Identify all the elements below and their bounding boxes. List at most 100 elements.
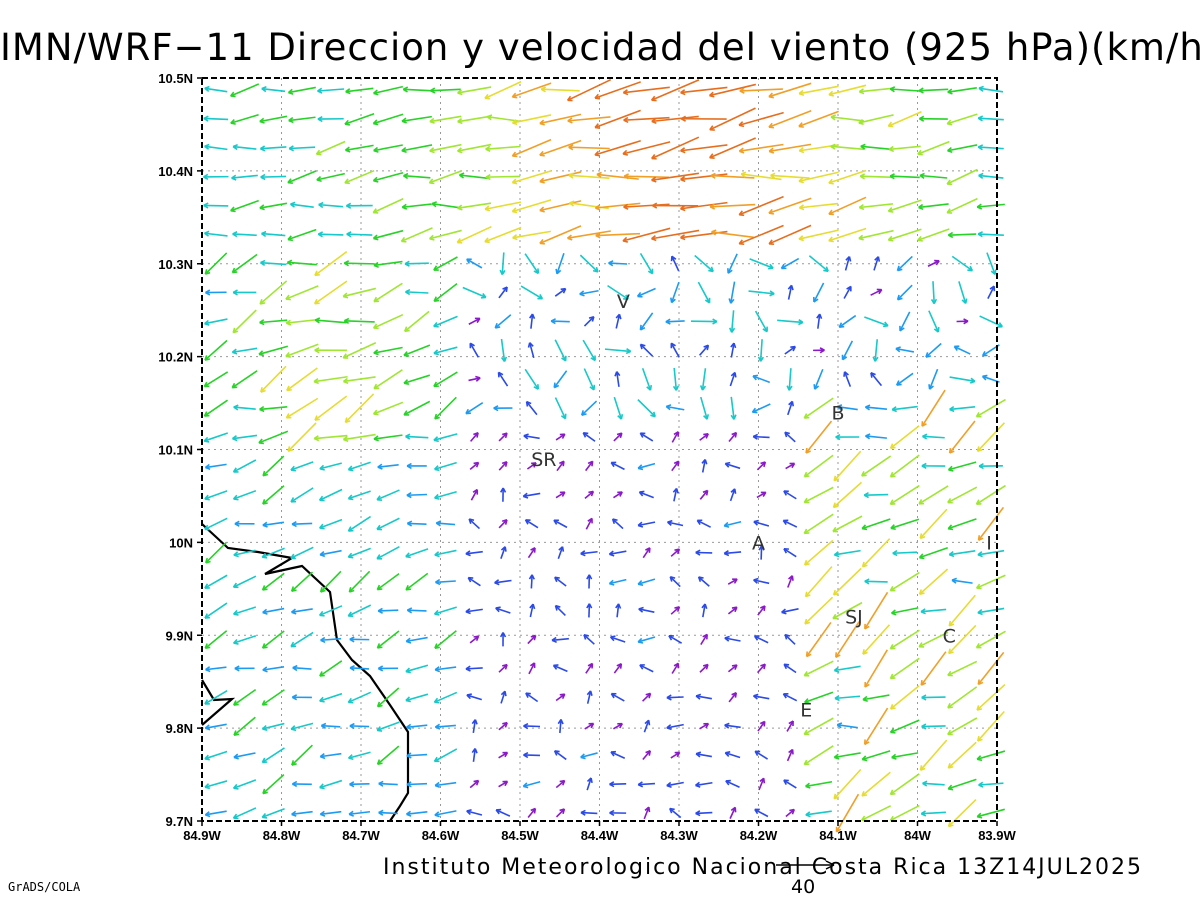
wind-vector [610, 750, 626, 760]
wind-vector [738, 195, 784, 217]
wind-vector [738, 111, 784, 128]
wind-vector [346, 231, 373, 238]
wind-vector [342, 342, 377, 359]
wind-vector [376, 545, 400, 560]
wind-vector [920, 810, 946, 817]
wind-vector [680, 173, 728, 183]
wind-vector [523, 433, 540, 440]
wind-vector [671, 662, 680, 674]
wind-vector [843, 371, 852, 387]
wind-vector [204, 750, 228, 761]
wind-vector [642, 750, 652, 761]
wind-vector [406, 520, 427, 527]
wind-vector [697, 281, 711, 304]
wind-vector [204, 490, 228, 501]
wind-vector [858, 229, 894, 241]
wind-vector [433, 748, 458, 763]
wind-vector [889, 173, 920, 180]
wind-vector [668, 634, 683, 644]
wind-vector [555, 491, 566, 499]
wind-vector [555, 253, 565, 275]
wind-vector [947, 660, 978, 677]
wind-vector [484, 201, 522, 212]
wind-vector [758, 777, 766, 791]
wind-vector [319, 752, 342, 760]
wind-vector [832, 567, 862, 596]
wind-vector [803, 486, 834, 504]
wind-vector [680, 115, 727, 122]
wind-vector [976, 422, 1006, 453]
wind-vector [344, 144, 374, 153]
wind-vector [204, 630, 228, 650]
wind-vector [671, 431, 680, 443]
wind-vector [290, 461, 314, 472]
wind-vector [803, 539, 834, 566]
wind-vector [231, 347, 258, 355]
wind-vector [864, 649, 889, 688]
wind-vector [406, 810, 428, 817]
city-label: A [752, 532, 765, 554]
wind-vector [403, 172, 431, 180]
wind-vector [405, 664, 429, 674]
wind-vector [290, 487, 314, 503]
wind-vector [816, 313, 823, 329]
footer-credit: Instituto Meteorologico Nacional Costa R… [383, 855, 1144, 880]
wind-vector [261, 630, 285, 649]
wind-vector [291, 744, 313, 766]
wind-vector [861, 750, 891, 762]
wind-vector [670, 751, 681, 759]
wind-vector [711, 229, 754, 239]
wind-vector [434, 461, 457, 472]
wind-vector [319, 779, 343, 790]
wind-vector [580, 400, 598, 416]
wind-vector [232, 231, 257, 238]
wind-vector [522, 781, 541, 789]
wind-vector [729, 371, 737, 387]
wind-vector [286, 259, 317, 266]
wind-vector [610, 692, 625, 702]
wind-vector [828, 84, 867, 97]
wind-vector [499, 252, 506, 276]
wind-vector [429, 115, 462, 124]
wind-vector [804, 596, 834, 625]
y-tick-label: 9.8N [166, 721, 193, 736]
wind-vector [622, 141, 671, 156]
wind-vector [469, 431, 479, 442]
wind-vector [232, 309, 257, 334]
wind-vector [233, 549, 256, 558]
wind-vector [287, 422, 317, 452]
wind-vector [494, 314, 512, 329]
wind-vector [889, 425, 920, 450]
wind-vector [204, 252, 228, 275]
wind-vector [582, 432, 596, 442]
wind-vector [798, 110, 839, 128]
wind-vector [204, 517, 228, 531]
wind-vector [500, 546, 507, 559]
wind-vector [896, 284, 913, 301]
wind-vector [670, 282, 680, 304]
wind-vector [987, 285, 996, 300]
wind-vector [527, 547, 536, 559]
wind-vector [752, 374, 771, 384]
wind-vector [539, 200, 582, 213]
wind-vector [468, 518, 481, 530]
wind-vector [958, 281, 968, 305]
wind-vector [344, 169, 375, 185]
coastline-path [201, 523, 410, 822]
wind-vector [291, 810, 313, 817]
wind-vector [928, 368, 939, 390]
wind-vector [318, 488, 343, 502]
wind-vector [833, 752, 861, 760]
city-label: I [986, 532, 992, 554]
wind-vector [727, 578, 738, 585]
wind-vector [896, 255, 913, 272]
wind-vector [700, 396, 710, 420]
wind-vector [434, 810, 457, 818]
wind-vector [288, 116, 316, 124]
wind-vector [233, 404, 256, 411]
wind-vector [260, 145, 287, 152]
wind-vector [344, 112, 375, 126]
city-label: C [943, 625, 956, 647]
wind-vector [403, 374, 431, 385]
wind-vector [555, 808, 566, 818]
